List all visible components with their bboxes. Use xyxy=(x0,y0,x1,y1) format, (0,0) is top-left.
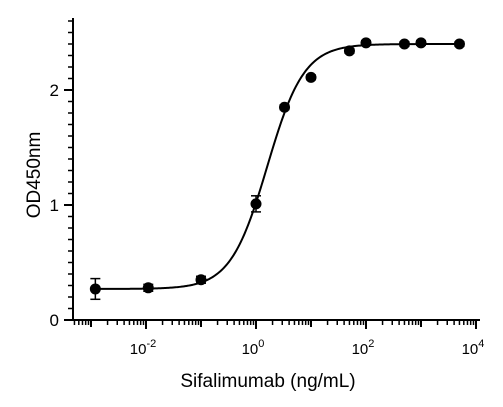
point-marker xyxy=(343,45,355,57)
x-tick-label: 102 xyxy=(352,338,375,358)
point-marker xyxy=(195,274,207,286)
y-axis-label: OD450nm xyxy=(24,132,45,219)
data-point xyxy=(343,45,355,57)
x-axis-label: Sifalimumab (ng/mL) xyxy=(180,371,355,392)
fit-curve-layer xyxy=(95,43,460,290)
y-tick-label: 2 xyxy=(50,81,59,100)
data-point xyxy=(250,195,262,213)
data-point xyxy=(398,38,410,50)
x-tick-base: 10 xyxy=(242,341,259,358)
data-point xyxy=(415,37,427,49)
x-tick-exponent: 0 xyxy=(258,338,264,350)
axes xyxy=(72,18,480,321)
x-tick-label: 104 xyxy=(462,338,485,358)
point-marker xyxy=(360,37,372,49)
x-tick-label: 100 xyxy=(242,338,265,358)
data-point xyxy=(305,71,317,83)
x-tick-label: 10-2 xyxy=(130,338,156,358)
point-marker xyxy=(89,283,101,295)
data-point xyxy=(279,101,291,113)
point-marker xyxy=(453,38,465,50)
x-tick-exponent: 4 xyxy=(478,338,484,350)
fit-curve xyxy=(95,43,460,290)
x-axis-ticks: 10-2 100 102 104 xyxy=(73,320,485,358)
x-tick-exponent: 2 xyxy=(368,338,374,350)
y-tick-label: 0 xyxy=(50,311,59,330)
data-point xyxy=(142,282,154,294)
point-marker xyxy=(279,101,291,113)
data-point xyxy=(360,37,372,49)
data-point xyxy=(453,38,465,50)
point-marker xyxy=(305,71,317,83)
y-tick-label: 1 xyxy=(50,196,59,215)
x-tick-base: 10 xyxy=(130,341,147,358)
data-points-layer xyxy=(89,37,465,301)
x-tick-exponent: -2 xyxy=(146,338,156,350)
point-marker xyxy=(142,282,154,294)
point-marker xyxy=(398,38,410,50)
x-tick-base: 10 xyxy=(352,341,369,358)
point-marker xyxy=(250,198,262,210)
x-tick-base: 10 xyxy=(462,341,479,358)
data-point xyxy=(89,277,101,301)
point-marker xyxy=(415,37,427,49)
data-point xyxy=(195,274,207,286)
y-axis-ticks: 0 1 2 xyxy=(50,20,73,330)
